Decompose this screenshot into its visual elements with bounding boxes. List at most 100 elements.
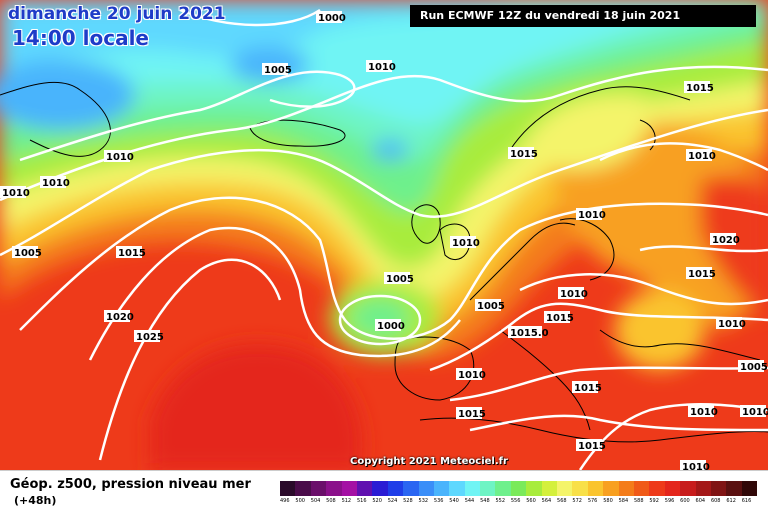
svg-text:1010: 1010 (106, 152, 134, 163)
colorbar-swatch: 552 (495, 481, 511, 504)
colorbar-tick-label: 512 (341, 498, 352, 504)
legend-subtitle: (+48h) (14, 494, 57, 507)
colorbar-tick-label: 572 (572, 498, 582, 504)
isobar-label: 1010 (450, 236, 480, 249)
svg-text:1015: 1015 (686, 83, 714, 94)
svg-text:1000: 1000 (377, 321, 405, 332)
colorbar-swatch: 532 (418, 481, 434, 504)
colorbar-tick-label: 560 (526, 498, 536, 504)
colorbar-swatch: 576 (587, 481, 604, 504)
svg-text:1010: 1010 (560, 289, 588, 300)
run-banner: Run ECMWF 12Z du vendredi 18 juin 2021 (410, 5, 756, 27)
field-band-600 (150, 343, 363, 470)
colorbar-swatch: 564 (541, 481, 558, 504)
svg-text:1020: 1020 (712, 235, 740, 246)
colorbar-tick-label: 528 (403, 498, 413, 504)
svg-text:1010: 1010 (458, 370, 486, 381)
colorbar-swatch: 500 (295, 481, 311, 504)
colorbar-swatch: 608 (710, 481, 727, 504)
colorbar-swatch: 604 (695, 481, 711, 504)
colorbar-tick-label: 592 (649, 498, 659, 504)
colorbar-swatch: 560 (526, 481, 542, 504)
svg-text:1005: 1005 (264, 65, 292, 76)
colorbar-swatch: 536 (433, 481, 450, 504)
colorbar-tick-label: 508 (326, 498, 336, 504)
svg-text:1015: 1015 (578, 441, 606, 452)
svg-text:1010: 1010 (682, 462, 710, 470)
isobar-label: 1010 (104, 150, 134, 163)
colorbar-swatch: 572 (572, 481, 588, 504)
svg-text:1010: 1010 (42, 178, 70, 189)
colorbar-tick-label: 504 (310, 498, 321, 504)
isobar-label: 1005 (738, 360, 768, 373)
svg-text:1015: 1015 (458, 409, 486, 420)
isobar-label: 1015 (686, 267, 716, 280)
svg-text:1010: 1010 (578, 210, 606, 221)
svg-text:1000: 1000 (318, 13, 346, 24)
isobar-label: 1010 (40, 176, 70, 189)
colorbar-swatch: 508 (326, 481, 342, 504)
isobar-label: 1005 (384, 272, 414, 285)
colorbar-tick-label: 616 (741, 498, 752, 504)
svg-text:1025: 1025 (136, 332, 164, 343)
legend-title: Géop. z500, pression niveau mer (10, 477, 251, 492)
svg-text:1015: 1015 (510, 149, 538, 160)
isobar-label: 1005 (262, 63, 292, 76)
colorbar-swatch: 616 (741, 481, 758, 504)
isobar-label: 1010 (680, 460, 710, 470)
colorbar-swatch: 516 (356, 481, 373, 504)
colorbar-tick-label: 544 (464, 498, 475, 504)
field-low-nsea (372, 140, 408, 160)
isobar-label: 1010 (558, 287, 588, 300)
svg-text:1010: 1010 (2, 188, 30, 199)
isobar-label: 1010 (366, 60, 396, 73)
svg-text:1015.0: 1015.0 (510, 328, 549, 339)
svg-text:1010: 1010 (718, 319, 746, 330)
colorbar-swatch: 592 (649, 481, 665, 504)
svg-text:1005: 1005 (386, 274, 414, 285)
svg-text:1010: 1010 (688, 151, 716, 162)
colorbar-swatch: 596 (664, 481, 681, 504)
svg-text:1010: 1010 (452, 238, 480, 249)
svg-text:1015: 1015 (574, 383, 602, 394)
isobar-label: 1015 (456, 407, 486, 420)
isobar-label: 1010 (716, 317, 746, 330)
colorbar-swatch: 544 (464, 481, 481, 504)
colorbar-swatch: 584 (618, 481, 634, 504)
colorbar-swatch: 496 (280, 481, 296, 504)
svg-text:1005: 1005 (14, 248, 42, 259)
isobar-label: 1020 (710, 233, 740, 246)
colorbar-swatch: 580 (603, 481, 619, 504)
geopotential-field: 1000 1005 1010 1010 1010 1010 1005 1015 … (0, 0, 768, 470)
colorbar-swatch: 528 (403, 481, 419, 504)
isobar-label: 1010 (0, 186, 30, 199)
isobar-label: 1010 (576, 208, 606, 221)
isobar-label: 1025 (134, 330, 164, 343)
colorbar-swatch: 600 (680, 481, 696, 504)
colorbar-swatch: 512 (341, 481, 357, 504)
valid-date: dimanche 20 juin 2021 (8, 4, 226, 24)
colorbar-swatch: 612 (726, 481, 742, 504)
colorbar-tick-label: 604 (695, 498, 706, 504)
isobar-label: 1020 (104, 310, 134, 323)
colorbar-tick-label: 576 (587, 498, 598, 504)
svg-text:1005: 1005 (740, 362, 768, 373)
isobar-label: 1015 (116, 246, 146, 259)
isobar-label: 1015.0 (508, 326, 549, 339)
isobar-label: 1010 (688, 405, 718, 418)
forecast-map: 1000 1005 1010 1010 1010 1010 1005 1015 … (0, 0, 768, 470)
colorbar-tick-label: 532 (418, 498, 429, 504)
isobar-label: 1010 (456, 368, 486, 381)
colorbar-swatch: 588 (633, 481, 650, 504)
colorbar-tick-label: 548 (480, 498, 490, 504)
colorbar-swatch: 548 (480, 481, 496, 504)
colorbar-tick-label: 500 (295, 498, 305, 504)
isobar-label: 1005 (12, 246, 42, 259)
colorbar-tick-label: 496 (280, 498, 290, 504)
isobars (0, 8, 768, 470)
colorbar-tick-label: 568 (557, 498, 567, 504)
colorbar-tick-label: 600 (680, 498, 690, 504)
field-band-540 (0, 0, 520, 70)
isobar-label: 1005 (475, 299, 505, 312)
colorbar-swatch: 568 (557, 481, 573, 504)
